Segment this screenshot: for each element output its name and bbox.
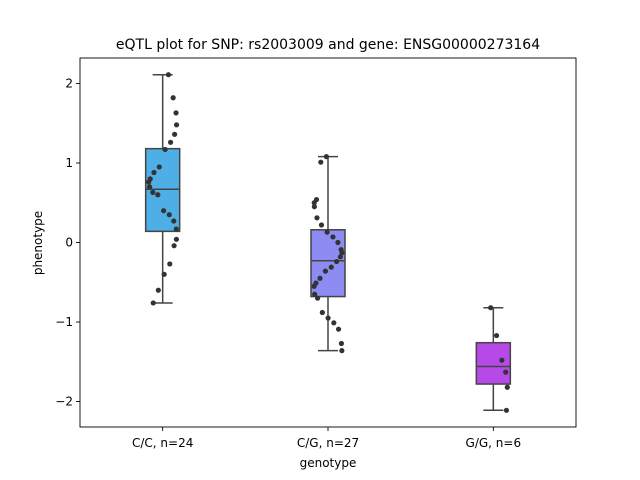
point-0-1: [170, 95, 176, 101]
y-tick-label-1: −1: [55, 315, 73, 329]
point-0-11: [147, 184, 153, 190]
point-1-6: [318, 222, 325, 228]
x-tick-label-0: C/C, n=24: [132, 436, 193, 450]
point-2-0: [488, 305, 494, 311]
point-1-23: [331, 320, 337, 326]
point-0-18: [173, 236, 180, 242]
x-axis-label: genotype: [300, 456, 357, 470]
point-0-19: [171, 243, 177, 249]
point-2-4: [504, 384, 510, 390]
point-0-17: [173, 226, 179, 232]
point-0-5: [167, 139, 174, 145]
point-1-20: [314, 295, 321, 301]
y-tick-label-4: 2: [65, 76, 73, 90]
point-2-3: [503, 369, 509, 375]
box-group: [144, 73, 512, 412]
point-1-21: [319, 309, 325, 316]
y-tick-label-3: 1: [65, 156, 73, 170]
point-2-1: [493, 332, 500, 339]
box-2: [475, 341, 512, 385]
point-1-18: [311, 283, 317, 289]
point-0-15: [166, 212, 172, 218]
point-0-3: [173, 122, 180, 128]
point-0-8: [151, 169, 157, 176]
point-2-5: [503, 407, 510, 413]
y-axis: −2 −1 0 1 2: [55, 76, 80, 409]
point-1-22: [325, 315, 331, 321]
y-axis-label: phenotype: [31, 211, 45, 275]
point-1-15: [322, 268, 329, 274]
point-0-4: [172, 131, 178, 137]
points-group: [146, 72, 510, 413]
point-2-2: [499, 357, 505, 363]
point-0-20: [167, 261, 173, 267]
chart-title: eQTL plot for SNP: rs2003009 and gene: E…: [116, 37, 540, 53]
point-0-14: [161, 208, 167, 214]
x-axis: C/C, n=24 C/G, n=27 G/G, n=6: [132, 427, 521, 450]
x-tick-label-2: G/G, n=6: [466, 436, 522, 450]
point-0-21: [161, 271, 167, 277]
x-tick-label-1: C/G, n=27: [297, 436, 359, 450]
point-0-2: [173, 110, 179, 116]
point-1-11: [339, 250, 345, 256]
point-1-24: [335, 326, 342, 332]
point-1-26: [339, 348, 345, 354]
point-1-4: [311, 204, 317, 210]
point-1-12: [337, 254, 343, 260]
point-1-9: [335, 239, 341, 246]
point-0-16: [171, 218, 177, 224]
point-1-13: [334, 258, 340, 265]
point-1-5: [314, 215, 320, 221]
point-1-19: [312, 291, 318, 297]
point-0-22: [155, 287, 161, 293]
point-1-7: [324, 229, 330, 235]
point-0-23: [150, 300, 156, 306]
y-tick-label-2: 0: [65, 236, 73, 250]
point-0-13: [155, 192, 161, 198]
point-0-0: [165, 72, 172, 78]
point-0-7: [156, 164, 162, 170]
box-0: [144, 147, 181, 233]
point-1-1: [318, 159, 324, 165]
point-1-3: [311, 200, 317, 206]
point-1-25: [338, 340, 345, 347]
point-1-0: [323, 154, 329, 160]
point-0-12: [150, 189, 156, 195]
y-tick-label-0: −2: [55, 395, 73, 409]
point-1-14: [328, 264, 334, 270]
point-0-6: [162, 146, 168, 153]
point-1-16: [317, 275, 323, 281]
point-1-8: [330, 234, 336, 240]
point-0-10: [146, 179, 152, 185]
